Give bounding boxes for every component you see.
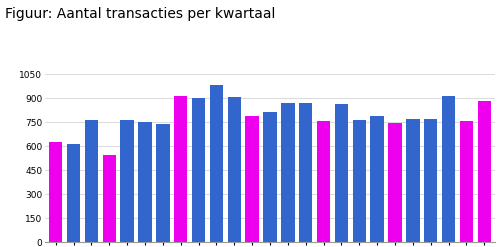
Bar: [406, 119, 419, 242]
Bar: [192, 98, 205, 242]
Bar: [299, 103, 312, 242]
Bar: [120, 120, 134, 242]
Bar: [478, 101, 491, 242]
Text: Figuur: Aantal transacties per kwartaal: Figuur: Aantal transacties per kwartaal: [5, 7, 276, 21]
Bar: [370, 117, 384, 242]
Bar: [228, 97, 241, 242]
Bar: [460, 121, 473, 242]
Bar: [49, 142, 62, 242]
Bar: [84, 120, 98, 242]
Bar: [352, 121, 366, 242]
Bar: [334, 104, 348, 242]
Bar: [67, 144, 80, 242]
Bar: [424, 119, 438, 242]
Bar: [317, 121, 330, 242]
Bar: [442, 97, 456, 242]
Bar: [281, 103, 294, 242]
Bar: [210, 85, 223, 242]
Bar: [156, 124, 170, 242]
Bar: [388, 123, 402, 242]
Bar: [102, 155, 116, 242]
Bar: [264, 112, 276, 242]
Bar: [138, 122, 151, 242]
Bar: [246, 117, 259, 242]
Bar: [174, 97, 188, 242]
